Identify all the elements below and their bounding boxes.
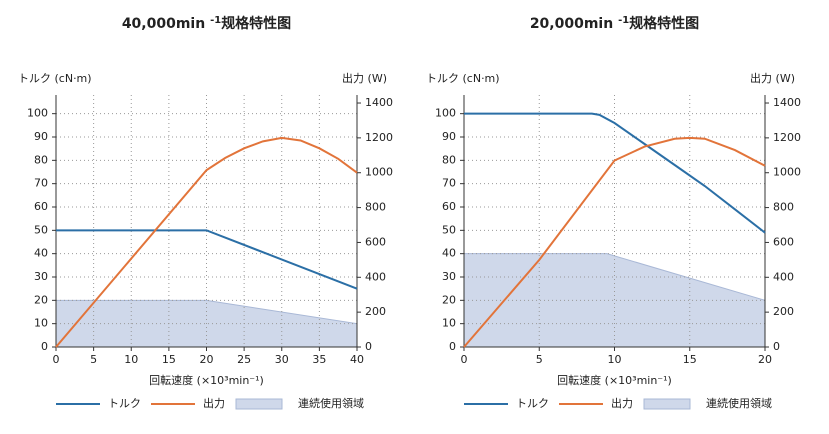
title-part: 40,000min — [122, 16, 210, 32]
legend-swatch — [235, 398, 283, 410]
chart-title: 40,000min -1规格特性图 — [122, 15, 291, 32]
y2-tick-label: 600 — [773, 235, 794, 248]
y2-tick-label: 400 — [365, 270, 386, 283]
y-tick-label: 60 — [34, 200, 48, 213]
y-tick-label: 30 — [34, 270, 48, 283]
line — [55, 136, 358, 348]
y-axis-label: トルク (cN·m) — [426, 72, 500, 85]
y2-tick-label: 0 — [365, 340, 372, 353]
legend-swatch — [643, 398, 691, 410]
x-tick-label: 5 — [90, 353, 97, 366]
y-tick-label: 0 — [449, 340, 456, 353]
y2-tick-label: 200 — [365, 305, 386, 318]
line — [56, 229, 358, 290]
y2-tick-label: 1200 — [773, 131, 801, 144]
y2-axis-label: 出力 (W) — [342, 71, 387, 85]
y2-tick-label: 800 — [773, 201, 794, 214]
y-tick-label: 90 — [34, 130, 48, 143]
x-tick-label: 25 — [237, 353, 251, 366]
x-tick-label: 20 — [758, 353, 772, 366]
y2-tick-label: 1400 — [773, 96, 801, 109]
y-tick-label: 40 — [34, 247, 48, 260]
legend-label: 連続使用領域 — [706, 396, 772, 410]
x-tick-label: 15 — [162, 353, 176, 366]
title-part: 20,000min — [530, 16, 618, 32]
y-tick-label: 70 — [442, 177, 456, 190]
title-part: -1 — [618, 15, 629, 26]
x-axis-label: 回転速度 (×10³min⁻¹) — [149, 373, 264, 387]
y-tick-label: 90 — [442, 130, 456, 143]
y-tick-label: 10 — [34, 317, 48, 330]
y-tick-label: 50 — [34, 223, 48, 236]
x-tick-label: 40 — [350, 353, 364, 366]
y-tick-label: 100 — [435, 107, 456, 120]
y-tick-label: 20 — [442, 293, 456, 306]
x-tick-label: 15 — [683, 353, 697, 366]
y2-tick-label: 600 — [365, 235, 386, 248]
y2-axis-label: 出力 (W) — [750, 71, 795, 85]
y-tick-label: 30 — [442, 270, 456, 283]
x-tick-label: 0 — [461, 353, 468, 366]
y-tick-label: 20 — [34, 293, 48, 306]
y-tick-label: 50 — [442, 223, 456, 236]
y-tick-label: 70 — [34, 177, 48, 190]
x-tick-label: 20 — [200, 353, 214, 366]
title-part: -1 — [210, 15, 221, 26]
chart-title: 20,000min -1规格特性图 — [530, 15, 699, 32]
x-tick-label: 10 — [608, 353, 622, 366]
y-tick-label: 80 — [34, 153, 48, 166]
y-tick-label: 10 — [442, 317, 456, 330]
y-tick-label: 40 — [442, 247, 456, 260]
line — [464, 112, 766, 234]
x-tick-label: 10 — [124, 353, 138, 366]
y2-tick-label: 1000 — [773, 166, 801, 179]
x-tick-label: 35 — [312, 353, 326, 366]
y2-tick-label: 400 — [773, 270, 794, 283]
x-axis-label: 回転速度 (×10³min⁻¹) — [557, 373, 672, 387]
y2-tick-label: 200 — [773, 305, 794, 318]
legend-label: 出力 — [611, 396, 633, 410]
title-part: 规格特性图 — [629, 15, 699, 32]
y2-tick-label: 1000 — [365, 166, 393, 179]
x-tick-label: 30 — [275, 353, 289, 366]
y2-tick-label: 1400 — [365, 96, 393, 109]
y2-tick-label: 1200 — [365, 131, 393, 144]
y-axis-label: トルク (cN·m) — [18, 72, 92, 85]
legend-label: トルク — [108, 397, 141, 410]
y-tick-label: 0 — [41, 340, 48, 353]
y-tick-label: 60 — [442, 200, 456, 213]
x-tick-label: 0 — [53, 353, 60, 366]
title-part: 规格特性图 — [221, 15, 291, 32]
line — [463, 136, 766, 348]
y-tick-label: 80 — [442, 153, 456, 166]
legend-label: 連続使用領域 — [298, 396, 364, 410]
legend-label: トルク — [516, 397, 549, 410]
y2-tick-label: 0 — [773, 340, 780, 353]
x-tick-label: 5 — [536, 353, 543, 366]
y2-tick-label: 800 — [365, 201, 386, 214]
y-tick-label: 100 — [27, 107, 48, 120]
legend-label: 出力 — [203, 396, 225, 410]
